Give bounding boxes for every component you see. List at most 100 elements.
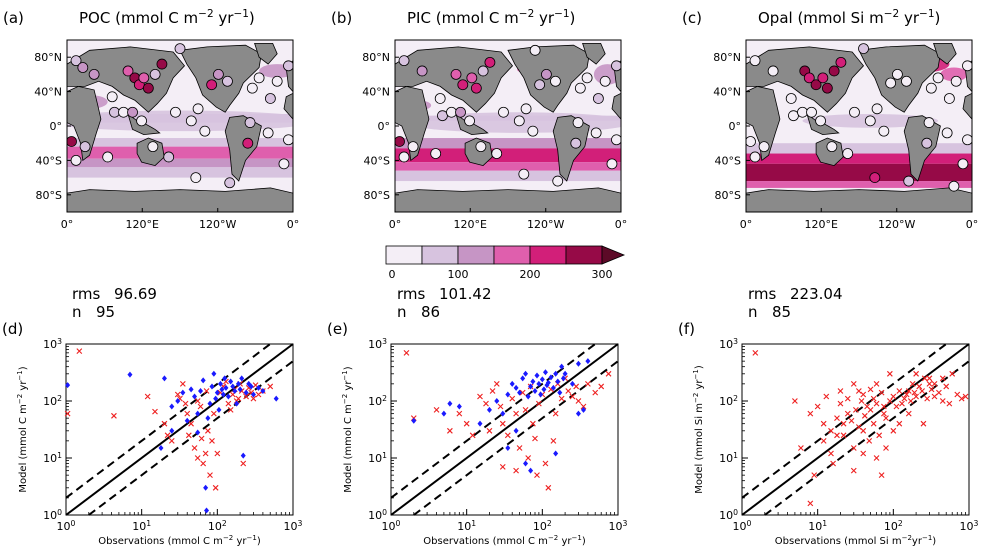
map-station-marker — [127, 106, 138, 118]
x-stroke — [179, 380, 186, 387]
map-station-marker — [864, 115, 876, 127]
map-lat-tick-label: 80°N — [713, 51, 741, 64]
data-point-red-x — [909, 380, 916, 387]
x-stroke — [907, 398, 914, 404]
data-point-red-x — [860, 427, 867, 434]
x-stroke — [486, 427, 493, 434]
x-stroke — [214, 450, 221, 457]
x-stroke — [811, 472, 818, 479]
x-stroke — [916, 383, 923, 390]
x-stroke — [522, 406, 529, 413]
rms-value: 101.42 — [439, 285, 492, 303]
x-stroke — [939, 398, 946, 404]
x-stroke — [194, 398, 201, 404]
x-stroke — [240, 460, 247, 467]
data-point-red-x — [943, 383, 950, 390]
map-station-marker — [826, 141, 838, 153]
scatter-panel-label: (d) — [2, 320, 23, 338]
x-stroke — [913, 370, 920, 377]
data-point-blue-diamond — [520, 375, 526, 382]
map-panel-c: 80°N 40°N 0° 40°S 80°S 0° 120°E 120°W 0° — [713, 39, 978, 231]
data-point-blue-diamond — [65, 382, 71, 389]
data-point-blue-diamond — [228, 378, 234, 385]
map-station-marker — [513, 115, 525, 127]
x-stroke — [197, 403, 204, 410]
map-station-marker — [943, 93, 955, 104]
map-station-marker — [156, 58, 168, 70]
data-point-red-x — [185, 432, 192, 439]
map-land — [395, 46, 514, 113]
data-point-red-x — [174, 391, 181, 398]
data-point-blue-diamond — [211, 370, 217, 377]
data-point-red-x — [913, 393, 920, 400]
rms-label: rms — [397, 285, 426, 303]
map-station-marker — [138, 72, 150, 84]
data-point-red-x — [820, 437, 827, 444]
x-stroke — [573, 383, 580, 390]
x-stroke — [575, 398, 582, 404]
map-lat-tick-label: 80°S — [715, 189, 741, 202]
map-lat-tick-label: 40°N — [362, 86, 390, 99]
map-station-marker — [190, 172, 202, 184]
map-lat-tick-label: 40°S — [364, 154, 390, 167]
data-point-blue-diamond — [441, 410, 447, 417]
data-point-red-x — [834, 432, 840, 439]
data-point-blue-diamond — [581, 406, 587, 413]
data-point-blue-diamond — [539, 376, 545, 383]
map-lon-tick-label: 120°E — [454, 218, 487, 231]
x-stroke — [519, 389, 526, 396]
map-lat-tick-label: 40°N — [34, 86, 62, 99]
map-station-marker — [581, 72, 593, 84]
map-station-marker — [574, 82, 586, 94]
x-stroke — [200, 460, 207, 467]
map-field-band — [67, 158, 293, 168]
data-point-red-x — [184, 410, 191, 417]
colorbar-extension-arrow — [601, 245, 626, 265]
x-stroke — [878, 472, 885, 479]
data-point-blue-diamond — [553, 370, 559, 377]
x-stroke — [840, 420, 847, 427]
data-point-blue-diamond — [200, 377, 206, 384]
x-stroke — [867, 386, 874, 393]
y-tick-label: 101 — [43, 451, 62, 466]
data-point-blue-diamond — [530, 378, 536, 385]
data-point-red-x — [227, 406, 234, 413]
data-point-red-x — [446, 427, 453, 434]
map-station-marker — [136, 115, 147, 127]
x-stroke — [867, 406, 874, 413]
data-point-red-x — [194, 398, 201, 404]
x-stroke — [210, 410, 217, 417]
y-tick-label: 102 — [368, 394, 387, 409]
data-point-red-x — [861, 412, 868, 419]
data-point-red-x — [592, 389, 599, 396]
x-axis-label: Observations (mmol Si m−2yr−1) — [775, 534, 936, 547]
stats-block-b: rms 101.42 n 86 — [397, 285, 492, 321]
x-stroke — [534, 472, 540, 479]
map-station-marker — [885, 77, 897, 89]
data-point-red-x — [850, 380, 857, 387]
data-point-red-x — [886, 370, 893, 377]
map-station-marker — [395, 136, 405, 147]
map-station-marker — [106, 91, 118, 103]
data-point-red-x — [580, 403, 587, 410]
map-station-marker — [224, 177, 236, 189]
n-value: 85 — [772, 303, 791, 321]
data-point-blue-diamond — [195, 410, 201, 417]
colorbar-tick-label: 100 — [448, 268, 469, 281]
x-stroke — [111, 412, 117, 419]
x-stroke — [545, 484, 552, 491]
x-stroke — [949, 370, 956, 377]
data-point-red-x — [797, 445, 804, 451]
data-point-red-x — [883, 415, 889, 422]
data-point-red-x — [433, 406, 440, 413]
x-axis-label: Observations (mmol C m−2 yr−1) — [98, 534, 261, 547]
map-station-marker — [785, 93, 797, 104]
x-stroke — [513, 467, 519, 474]
x-stroke — [840, 432, 847, 439]
x-stroke — [598, 383, 605, 390]
x-stroke — [513, 410, 519, 417]
map-lon-tick-label: 120°E — [126, 218, 159, 231]
data-point-red-x — [605, 370, 612, 377]
data-point-blue-diamond — [525, 393, 531, 400]
